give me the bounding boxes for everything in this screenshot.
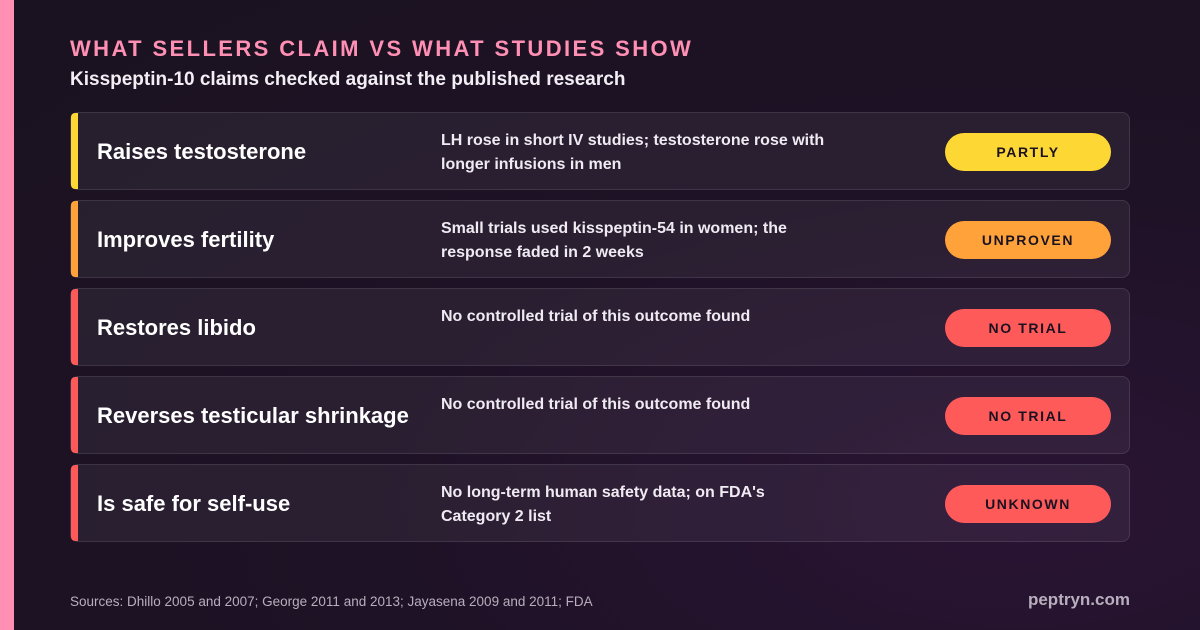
claim-row: Raises testosterone LH rose in short IV …	[70, 112, 1130, 190]
brand-link[interactable]: peptryn.com	[1027, 590, 1130, 609]
sources-footnote: Sources: Dhillo 2005 and 2007; George 20…	[70, 594, 593, 609]
verdict-badge: NO TRIAL	[945, 397, 1111, 435]
claim-text: Raises testosterone	[97, 139, 307, 164]
finding-text: No long-term human safety data; on FDA's…	[441, 484, 765, 525]
claims-list: Raises testosterone LH rose in short IV …	[70, 112, 1130, 552]
subtitle: Kisspeptin-10 claims checked against the…	[70, 69, 626, 90]
claim-row: Is safe for self-use No long-term human …	[70, 464, 1130, 542]
verdict-badge: NO TRIAL	[945, 309, 1111, 347]
claim-text: Is safe for self-use	[97, 491, 291, 516]
claim-text: Restores libido	[97, 315, 256, 340]
status-bar	[71, 201, 78, 277]
claim-row: Reverses testicular shrinkage No control…	[70, 376, 1130, 454]
finding-text: No controlled trial of this outcome foun…	[441, 308, 751, 325]
verdict-badge: UNKNOWN	[945, 485, 1111, 523]
claim-text: Improves fertility	[97, 227, 275, 252]
finding-text: Small trials used kisspeptin-54 in women…	[441, 220, 787, 261]
verdict-badge: UNPROVEN	[945, 221, 1111, 259]
status-bar	[71, 113, 78, 189]
claim-text: Reverses testicular shrinkage	[97, 403, 409, 428]
claim-row: Improves fertility Small trials used kis…	[70, 200, 1130, 278]
eyebrow-heading: WHAT SELLERS CLAIM VS WHAT STUDIES SHOW	[70, 36, 694, 61]
accent-strip	[0, 0, 14, 630]
status-bar	[71, 465, 78, 541]
finding-text: No controlled trial of this outcome foun…	[441, 396, 751, 413]
status-bar	[71, 377, 78, 453]
verdict-badge: PARTLY	[945, 133, 1111, 171]
finding-text: LH rose in short IV studies; testosteron…	[441, 132, 825, 173]
status-bar	[71, 289, 78, 365]
claim-row: Restores libido No controlled trial of t…	[70, 288, 1130, 366]
